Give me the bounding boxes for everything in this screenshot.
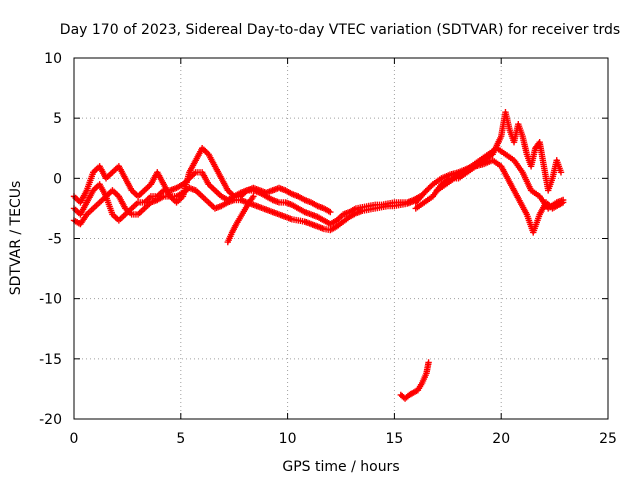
series-trace-b xyxy=(70,184,424,234)
series-trace-h xyxy=(433,145,567,212)
y-axis-label: SDTVAR / TECUs xyxy=(8,181,24,296)
x-tick-label: 5 xyxy=(176,431,185,447)
x-axis-label: GPS time / hours xyxy=(282,459,399,475)
x-tick-label: 20 xyxy=(492,431,510,447)
grid-layer xyxy=(74,58,608,419)
mark-layer xyxy=(70,108,567,402)
y-tick-label: -20 xyxy=(39,412,62,428)
x-tick-label: 10 xyxy=(279,431,297,447)
y-tick-label: -10 xyxy=(39,292,62,308)
plot-frame xyxy=(73,57,609,420)
y-tick-label: 0 xyxy=(53,171,62,187)
data-point xyxy=(425,359,432,366)
y-tick-label: -15 xyxy=(39,352,62,368)
series-trace-c xyxy=(70,145,334,216)
data-point xyxy=(559,196,567,204)
x-tick-label: 15 xyxy=(385,431,403,447)
series-trace-d xyxy=(224,193,257,246)
y-tick-label: 10 xyxy=(44,51,62,67)
data-point xyxy=(327,208,334,216)
x-tick-label: 25 xyxy=(599,431,617,447)
y-tick-label: -5 xyxy=(48,232,62,248)
series-trace-e xyxy=(397,359,432,402)
y-tick-label: 5 xyxy=(53,111,62,127)
x-tick-label: 0 xyxy=(70,431,79,447)
data-point xyxy=(250,193,257,200)
chart-title: Day 170 of 2023, Sidereal Day-to-day VTE… xyxy=(60,22,620,38)
tick-layer: 0 5 10 15 20 25 -20 -15 -10 -5 0 5 10 xyxy=(39,51,617,447)
data-point xyxy=(557,169,565,176)
